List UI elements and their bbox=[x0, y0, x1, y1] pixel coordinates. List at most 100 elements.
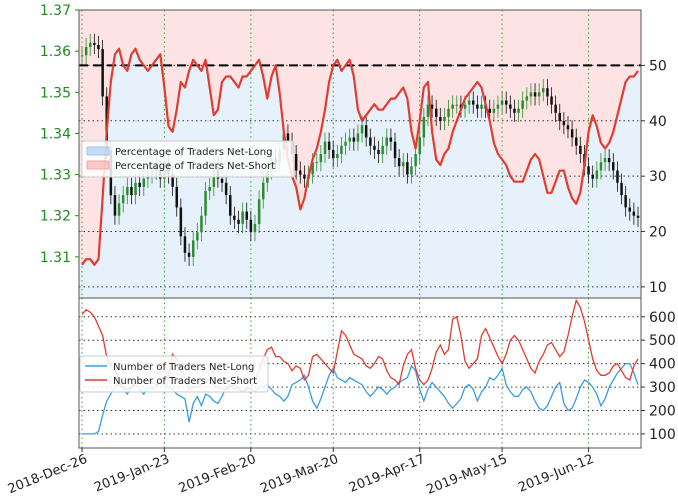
price-candle bbox=[628, 207, 631, 212]
price-candle bbox=[632, 211, 636, 216]
net-long-area bbox=[244, 76, 249, 298]
price-candle bbox=[241, 211, 244, 224]
net-long-area bbox=[372, 104, 377, 298]
price-candle bbox=[533, 92, 537, 97]
left-axis-tick-label: 1.34 bbox=[40, 126, 71, 142]
net-long-area bbox=[558, 170, 563, 298]
right-axis-tick-label: 20 bbox=[649, 225, 667, 241]
net-long-area bbox=[161, 87, 167, 298]
net-short-area bbox=[636, 10, 642, 71]
net-long-area bbox=[525, 170, 530, 298]
net-short-area bbox=[240, 10, 245, 77]
net-short-area bbox=[91, 10, 96, 265]
net-long-area bbox=[355, 109, 361, 298]
price-candle bbox=[467, 100, 471, 105]
net-long-area bbox=[149, 65, 154, 299]
net-long-area bbox=[87, 259, 92, 298]
net-short-area bbox=[603, 10, 609, 149]
price-candle bbox=[200, 215, 203, 233]
net-long-area bbox=[459, 109, 464, 298]
net-long-area bbox=[165, 126, 171, 298]
price-candle bbox=[488, 108, 491, 113]
legend-swatch bbox=[86, 146, 110, 156]
price-candle bbox=[249, 219, 253, 233]
net-short-area bbox=[120, 10, 125, 66]
price-candle bbox=[336, 154, 339, 159]
price-candle bbox=[84, 47, 88, 56]
net-short-area bbox=[116, 10, 121, 49]
price-candle bbox=[636, 215, 640, 218]
net-long-area bbox=[182, 87, 187, 298]
net-short-area bbox=[83, 10, 88, 260]
net-short-area bbox=[492, 10, 497, 143]
net-long-area bbox=[289, 176, 295, 298]
net-short-area bbox=[413, 10, 419, 149]
net-short-area bbox=[479, 10, 485, 88]
net-long-area bbox=[248, 70, 253, 299]
net-long-area bbox=[203, 59, 208, 298]
net-long-area bbox=[194, 65, 200, 299]
net-short-area bbox=[517, 10, 522, 182]
net-short-area bbox=[256, 10, 262, 60]
net-long-area bbox=[380, 109, 386, 298]
net-long-area bbox=[79, 264, 84, 298]
price-candle bbox=[311, 162, 314, 175]
price-candle bbox=[183, 236, 187, 253]
net-short-area bbox=[161, 10, 167, 88]
net-short-area bbox=[620, 10, 625, 99]
net-short-area bbox=[244, 10, 249, 77]
net-short-area bbox=[211, 10, 216, 116]
net-long-area bbox=[347, 59, 353, 298]
net-short-area bbox=[496, 10, 501, 154]
net-short-area bbox=[87, 10, 92, 260]
net-long-area bbox=[537, 159, 543, 298]
legend-top: Percentage of Traders Net-Long Percentage… bbox=[81, 140, 295, 178]
net-long-area bbox=[306, 176, 311, 298]
net-short-area bbox=[529, 10, 534, 160]
price-candle bbox=[323, 141, 327, 154]
x-axis-tick-label: 2019-Feb-20 bbox=[177, 452, 259, 497]
net-long-area bbox=[236, 87, 241, 298]
net-long-area bbox=[450, 131, 456, 298]
net-short-area bbox=[302, 10, 307, 199]
net-short-area bbox=[446, 10, 452, 149]
net-long-area bbox=[95, 259, 100, 298]
net-short-area bbox=[107, 10, 113, 82]
net-long-area bbox=[434, 159, 439, 298]
net-short-area bbox=[384, 10, 390, 105]
legend-top-box bbox=[81, 140, 295, 178]
net-long-area bbox=[298, 209, 303, 298]
net-long-area bbox=[517, 181, 522, 298]
price-candle bbox=[327, 141, 331, 150]
price-candle bbox=[537, 92, 541, 97]
net-long-area bbox=[326, 82, 332, 298]
price-candle bbox=[89, 42, 92, 47]
price-candle bbox=[204, 191, 207, 216]
net-short-area bbox=[269, 10, 274, 77]
net-short-area bbox=[310, 10, 315, 160]
left-axis-tick-label: 1.32 bbox=[40, 209, 71, 225]
left-axis: 1.31 1.32 1.33 1.34 1.35 1.36 1.37 bbox=[40, 3, 79, 266]
net-short-area bbox=[339, 10, 344, 71]
net-long-area bbox=[256, 59, 262, 298]
legend-label: Number of Traders Net-Short bbox=[113, 376, 257, 387]
net-short-area bbox=[178, 10, 183, 82]
price-candle bbox=[455, 104, 458, 106]
net-long-area bbox=[339, 70, 344, 299]
price-candle bbox=[385, 137, 388, 146]
net-long-area bbox=[550, 192, 555, 298]
price-candle bbox=[332, 149, 335, 159]
price-candle bbox=[463, 104, 467, 109]
net-long-area bbox=[91, 264, 96, 298]
net-long-area bbox=[335, 59, 340, 298]
net-short-area bbox=[364, 10, 369, 116]
net-long-area bbox=[83, 259, 88, 298]
right-axis-top: 10 20 30 40 50 bbox=[641, 58, 667, 296]
price-candle bbox=[443, 117, 446, 122]
net-short-area bbox=[355, 10, 361, 110]
price-candle bbox=[319, 154, 323, 163]
net-long-area bbox=[393, 98, 398, 298]
net-long-area bbox=[438, 165, 443, 298]
net-short-area bbox=[450, 10, 456, 132]
